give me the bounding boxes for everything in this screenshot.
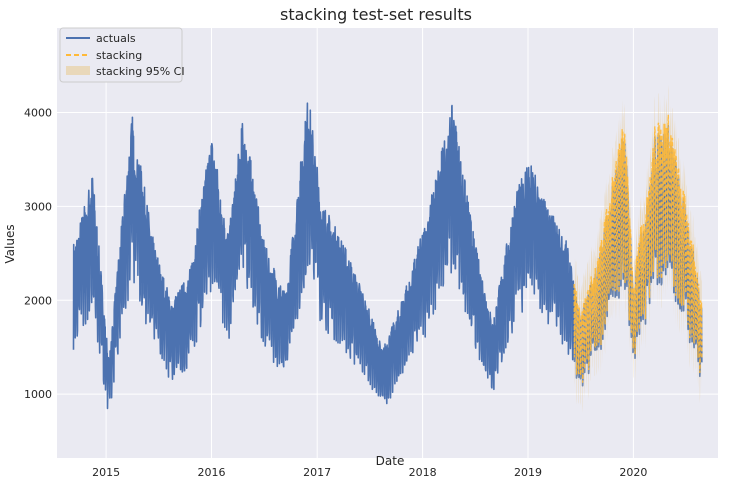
y-tick-1000: 1000	[24, 388, 52, 401]
x-tick-2017: 2017	[303, 466, 331, 479]
x-axis-label: Date	[376, 454, 405, 468]
x-tick-2018: 2018	[409, 466, 437, 479]
y-axis-label: Values	[3, 224, 17, 263]
legend-box	[59, 27, 183, 83]
legend: actuals stacking stacking 95% CI	[59, 27, 185, 83]
x-tick-2020: 2020	[619, 466, 647, 479]
x-tick-2015: 2015	[92, 466, 120, 479]
y-tick-2000: 2000	[24, 294, 52, 307]
x-tick-2019: 2019	[514, 466, 542, 479]
y-tick-labels: 1000 2000 3000 4000	[24, 106, 52, 401]
legend-label-ci: stacking 95% CI	[96, 65, 185, 78]
stacking-line	[573, 114, 703, 383]
x-tick-2016: 2016	[197, 466, 225, 479]
legend-label-stacking: stacking	[96, 49, 142, 62]
x-tick-labels: 2015 2016 2017 2018 2019 2020	[92, 466, 647, 479]
y-tick-4000: 4000	[24, 106, 52, 119]
y-tick-3000: 3000	[24, 200, 52, 213]
legend-swatch-ci	[66, 66, 90, 75]
chart-title: stacking test-set results	[280, 5, 472, 24]
legend-label-actuals: actuals	[96, 32, 136, 45]
series-stacking	[573, 114, 703, 383]
